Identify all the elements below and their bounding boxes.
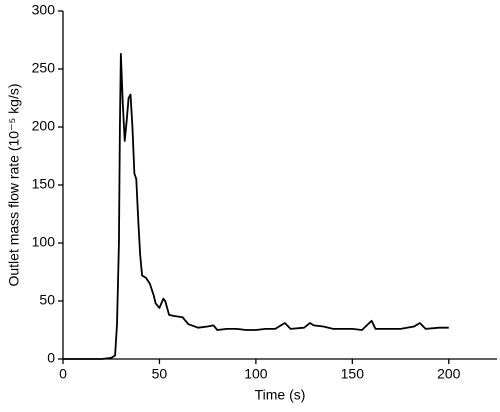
x-tick-label: 50 xyxy=(152,366,168,382)
y-tick-label: 300 xyxy=(32,2,56,18)
y-tick-label: 100 xyxy=(32,234,56,250)
y-tick-label: 0 xyxy=(47,350,55,366)
x-tick-label: 100 xyxy=(244,366,268,382)
x-tick-label: 150 xyxy=(341,366,365,382)
y-tick-label: 50 xyxy=(39,292,55,308)
x-tick-label: 200 xyxy=(437,366,461,382)
y-tick-label: 150 xyxy=(32,176,56,192)
x-axis-label: Time (s) xyxy=(255,387,306,403)
y-axis-label: Outlet mass flow rate (10⁻⁵ kg/s) xyxy=(6,83,22,286)
x-tick-label: 0 xyxy=(59,366,67,382)
data-line xyxy=(63,53,449,360)
y-tick-label: 200 xyxy=(32,118,56,134)
y-tick-label: 250 xyxy=(32,60,56,76)
